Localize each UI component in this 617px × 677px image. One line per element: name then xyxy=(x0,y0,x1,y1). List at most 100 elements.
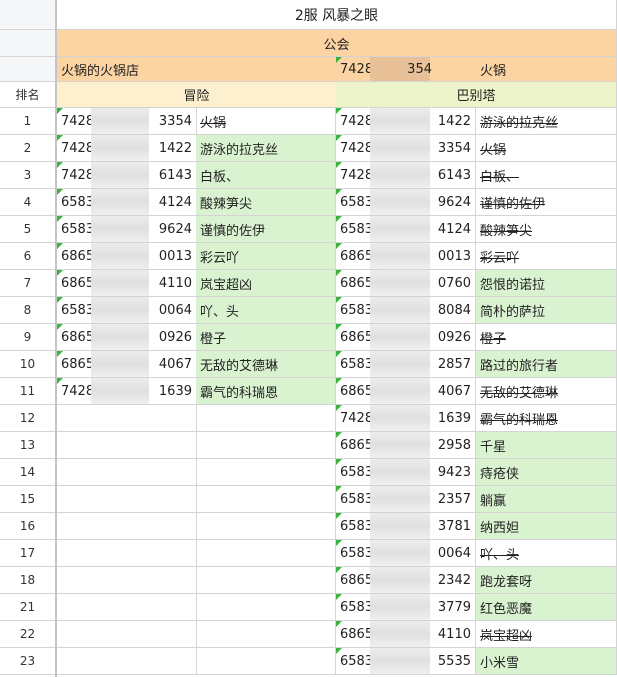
left-player-id[interactable] xyxy=(57,405,197,432)
rank-cell[interactable]: 6 xyxy=(0,243,56,270)
right-player-name[interactable]: 无敌的艾德琳 xyxy=(476,378,617,405)
left-player-id[interactable] xyxy=(57,594,197,621)
rank-cell[interactable]: 3 xyxy=(0,162,56,189)
guild-leader-name[interactable]: 火锅 xyxy=(476,57,617,82)
right-player-id[interactable]: 7428 6143 xyxy=(336,162,476,189)
right-player-id[interactable]: 6865 2342 xyxy=(336,567,476,594)
left-player-name[interactable]: 无敌的艾德琳 xyxy=(196,351,336,378)
right-player-name[interactable]: 霸气的科瑞恩 xyxy=(476,405,617,432)
rank-cell[interactable]: 21 xyxy=(0,594,56,621)
right-player-name[interactable]: 彩云吖 xyxy=(476,243,617,270)
left-player-id[interactable]: 7428 1422 xyxy=(57,135,197,162)
rank-cell[interactable]: 2 xyxy=(0,135,56,162)
right-player-name[interactable]: 橙子 xyxy=(476,324,617,351)
right-player-name[interactable]: 纳西妲 xyxy=(476,513,617,540)
right-player-name[interactable]: 小米雪 xyxy=(476,648,617,675)
right-player-id[interactable]: 6583 8084 xyxy=(336,297,476,324)
left-player-id[interactable]: 6583 4124 xyxy=(57,189,197,216)
left-player-id[interactable] xyxy=(57,648,197,675)
left-player-name[interactable]: 火锅 xyxy=(196,108,336,135)
left-player-id[interactable] xyxy=(57,432,197,459)
right-player-id[interactable]: 7428 3354 xyxy=(336,135,476,162)
right-player-id[interactable]: 6865 0926 xyxy=(336,324,476,351)
rank-cell[interactable]: 13 xyxy=(0,432,56,459)
left-player-id[interactable]: 6865 0926 xyxy=(57,324,197,351)
rank-cell[interactable]: 12 xyxy=(0,405,56,432)
right-player-id[interactable]: 6865 0760 xyxy=(336,270,476,297)
row-header[interactable] xyxy=(0,57,56,82)
right-player-name[interactable]: 痔疮侠 xyxy=(476,459,617,486)
right-player-id[interactable]: 6583 2357 xyxy=(336,486,476,513)
left-player-id[interactable]: 7428 6143 xyxy=(57,162,197,189)
left-player-id[interactable] xyxy=(57,486,197,513)
right-player-id[interactable]: 7428 1639 xyxy=(336,405,476,432)
left-player-name[interactable]: 岚宝超凶 xyxy=(196,270,336,297)
right-player-id[interactable]: 6865 0013 xyxy=(336,243,476,270)
left-player-name[interactable]: 酸辣笋尖 xyxy=(196,189,336,216)
left-player-id[interactable]: 7428 1639 xyxy=(57,378,197,405)
rank-cell[interactable]: 4 xyxy=(0,189,56,216)
right-player-id[interactable]: 6583 3779 xyxy=(336,594,476,621)
left-player-id[interactable]: 6865 0013 xyxy=(57,243,197,270)
right-player-id[interactable]: 6865 4110 xyxy=(336,621,476,648)
left-player-id[interactable]: 6583 0064 xyxy=(57,297,197,324)
right-player-id[interactable]: 6865 2958 xyxy=(336,432,476,459)
guild-leader-id[interactable]: 7428 354 xyxy=(336,57,477,82)
corner-cell[interactable] xyxy=(0,0,56,30)
left-player-name[interactable] xyxy=(196,594,336,621)
right-player-id[interactable]: 6583 9423 xyxy=(336,459,476,486)
guild-name[interactable]: 火锅的火锅店 xyxy=(57,57,337,82)
right-player-id[interactable]: 6865 4067 xyxy=(336,378,476,405)
left-player-name[interactable] xyxy=(196,648,336,675)
right-player-name[interactable]: 路过的旅行者 xyxy=(476,351,617,378)
right-player-name[interactable]: 红色恶魔 xyxy=(476,594,617,621)
right-player-name[interactable]: 酸辣笋尖 xyxy=(476,216,617,243)
right-player-name[interactable]: 千星 xyxy=(476,432,617,459)
left-player-name[interactable]: 谨慎的佐伊 xyxy=(196,216,336,243)
left-player-id[interactable]: 6865 4067 xyxy=(57,351,197,378)
right-player-name[interactable]: 吖、头 xyxy=(476,540,617,567)
right-player-id[interactable]: 6583 9624 xyxy=(336,189,476,216)
left-player-id[interactable]: 6583 9624 xyxy=(57,216,197,243)
rank-cell[interactable]: 7 xyxy=(0,270,56,297)
rank-cell[interactable]: 8 xyxy=(0,297,56,324)
rank-cell[interactable]: 22 xyxy=(0,621,56,648)
left-player-id[interactable] xyxy=(57,621,197,648)
right-player-id[interactable]: 7428 1422 xyxy=(336,108,476,135)
left-player-name[interactable] xyxy=(196,567,336,594)
right-player-name[interactable]: 怨恨的诺拉 xyxy=(476,270,617,297)
right-player-name[interactable]: 躺赢 xyxy=(476,486,617,513)
right-player-name[interactable]: 游泳的拉克丝 xyxy=(476,108,617,135)
rank-cell[interactable]: 17 xyxy=(0,540,56,567)
left-player-name[interactable]: 白板、 xyxy=(196,162,336,189)
right-player-name[interactable]: 白板、 xyxy=(476,162,617,189)
left-player-id[interactable] xyxy=(57,513,197,540)
left-player-name[interactable] xyxy=(196,459,336,486)
left-player-name[interactable]: 彩云吖 xyxy=(196,243,336,270)
rank-cell[interactable]: 5 xyxy=(0,216,56,243)
right-player-id[interactable]: 6583 0064 xyxy=(336,540,476,567)
right-player-id[interactable]: 6583 3781 xyxy=(336,513,476,540)
right-player-name[interactable]: 简朴的萨拉 xyxy=(476,297,617,324)
adventure-section-header[interactable]: 冒险 xyxy=(57,82,337,108)
guild-header[interactable]: 公会 xyxy=(57,30,617,57)
rank-cell[interactable]: 14 xyxy=(0,459,56,486)
left-player-id[interactable]: 7428 3354 xyxy=(57,108,197,135)
left-player-id[interactable] xyxy=(57,567,197,594)
right-player-name[interactable]: 谨慎的佐伊 xyxy=(476,189,617,216)
left-player-name[interactable]: 游泳的拉克丝 xyxy=(196,135,336,162)
left-player-name[interactable] xyxy=(196,405,336,432)
right-player-id[interactable]: 6583 4124 xyxy=(336,216,476,243)
right-player-id[interactable]: 6583 2857 xyxy=(336,351,476,378)
babel-tower-section-header[interactable]: 巴别塔 xyxy=(336,82,617,108)
right-player-name[interactable]: 跑龙套呀 xyxy=(476,567,617,594)
left-player-name[interactable] xyxy=(196,486,336,513)
rank-cell[interactable]: 9 xyxy=(0,324,56,351)
left-player-name[interactable] xyxy=(196,540,336,567)
right-player-id[interactable]: 6583 5535 xyxy=(336,648,476,675)
rank-cell[interactable]: 11 xyxy=(0,378,56,405)
rank-cell[interactable]: 1 xyxy=(0,108,56,135)
rank-cell[interactable]: 18 xyxy=(0,567,56,594)
left-player-name[interactable]: 吖、头 xyxy=(196,297,336,324)
rank-cell[interactable]: 23 xyxy=(0,648,56,675)
